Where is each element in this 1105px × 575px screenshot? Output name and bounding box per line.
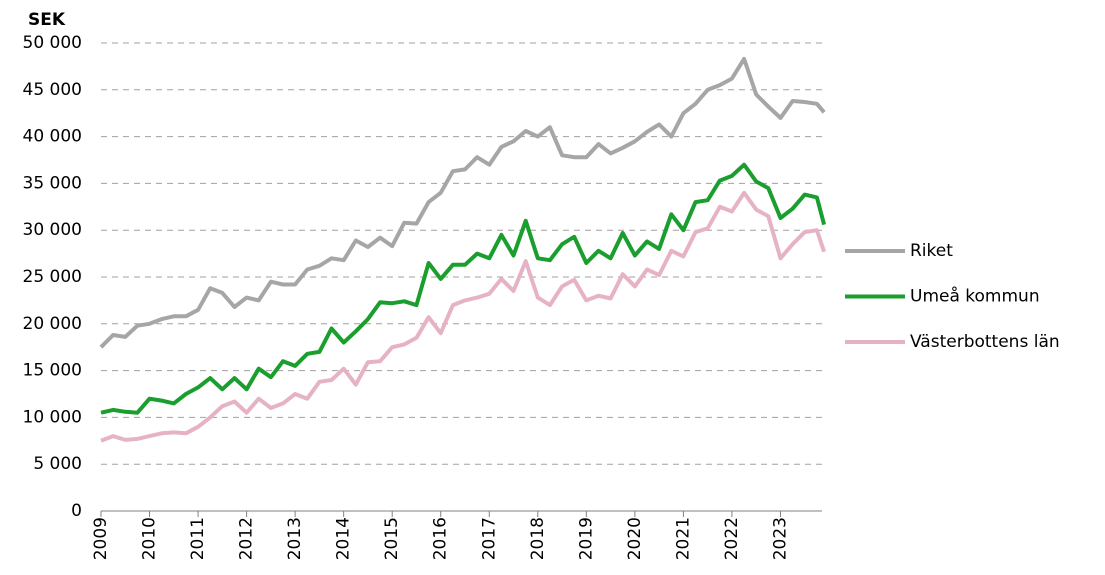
y-tick-label: 40 000 [23,127,82,147]
y-tick-label: 15 000 [23,361,82,381]
series-line [100,190,826,443]
x-tick-label: 2018 [528,517,548,560]
x-tick-label: 2016 [431,517,451,560]
legend-label: Riket [910,241,953,261]
y-axis-label: SEK [28,10,66,30]
y-tick-label: 45 000 [23,80,82,100]
series-line [99,56,826,349]
legend-label: Västerbottens län [910,332,1060,352]
y-tick-label: 30 000 [23,220,82,240]
x-tick-label: 2019 [576,517,596,560]
x-tick-label: 2010 [140,517,160,560]
x-tick-label: 2017 [479,517,499,560]
x-tick-label: 2011 [188,517,208,560]
x-tick-label: 2013 [285,517,305,560]
x-tick-label: 2015 [382,517,402,560]
y-tick-label: 0 [71,501,82,521]
y-tick-label: 50 000 [23,33,82,53]
y-tick-label: 10 000 [23,407,82,427]
legend-label: Umeå kommun [910,286,1040,307]
y-tick-label: 20 000 [23,314,82,334]
x-tick-label: 2009 [91,517,111,560]
x-tick-label: 2014 [334,517,354,560]
x-tick-label: 2022 [722,517,742,560]
y-tick-label: 25 000 [23,267,82,287]
x-tick-label: 2021 [673,517,693,560]
x-tick-label: 2023 [770,517,790,560]
series-line [100,162,827,415]
y-tick-label: 35 000 [23,173,82,193]
y-tick-label: 5 000 [33,454,82,474]
x-tick-label: 2020 [625,517,645,560]
x-tick-label: 2012 [237,517,257,560]
